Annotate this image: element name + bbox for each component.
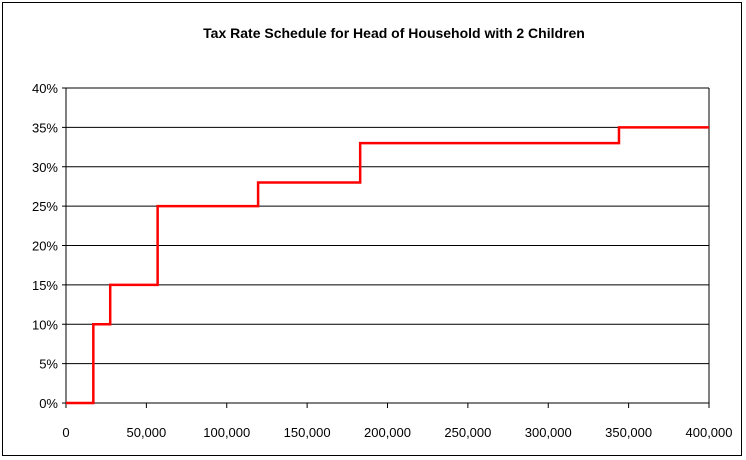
series-layer <box>66 126 709 405</box>
x-axis-ticks: 0 50,000 100,000 150,000 200,000 250,000 300,0… <box>62 403 733 440</box>
chart-frame <box>2 2 742 456</box>
grid-lines <box>65 87 710 404</box>
x-tick-label-2: 100,000 <box>203 425 250 440</box>
y-tick-label-6: 30% <box>32 160 58 175</box>
x-tick-label-0: 0 <box>62 425 69 440</box>
y-tick-label-1: 5% <box>39 357 58 372</box>
x-tick-label-1: 50,000 <box>126 425 166 440</box>
y-tick-label-8: 40% <box>32 81 58 96</box>
chart-title: Tax Rate Schedule for Head of Household … <box>203 25 585 41</box>
x-tick-label-5: 250,000 <box>444 425 491 440</box>
y-tick-label-7: 35% <box>32 120 58 135</box>
x-tick-label-6: 300,000 <box>525 425 572 440</box>
x-tick-label-4: 200,000 <box>364 425 411 440</box>
series-line-0 <box>66 126 709 405</box>
y-tick-label-2: 10% <box>32 317 58 332</box>
y-tick-label-3: 15% <box>32 278 58 293</box>
x-tick-label-7: 350,000 <box>605 425 652 440</box>
y-tick-label-0: 0% <box>39 396 58 411</box>
x-tick-label-3: 150,000 <box>284 425 331 440</box>
x-tick-label-8: 400,000 <box>686 425 733 440</box>
y-tick-label-5: 25% <box>32 199 58 214</box>
y-tick-label-4: 20% <box>32 239 58 254</box>
y-axis-ticks: 0% 5% 10% 15% 20% 25% 30% 35% 40% <box>32 81 66 411</box>
